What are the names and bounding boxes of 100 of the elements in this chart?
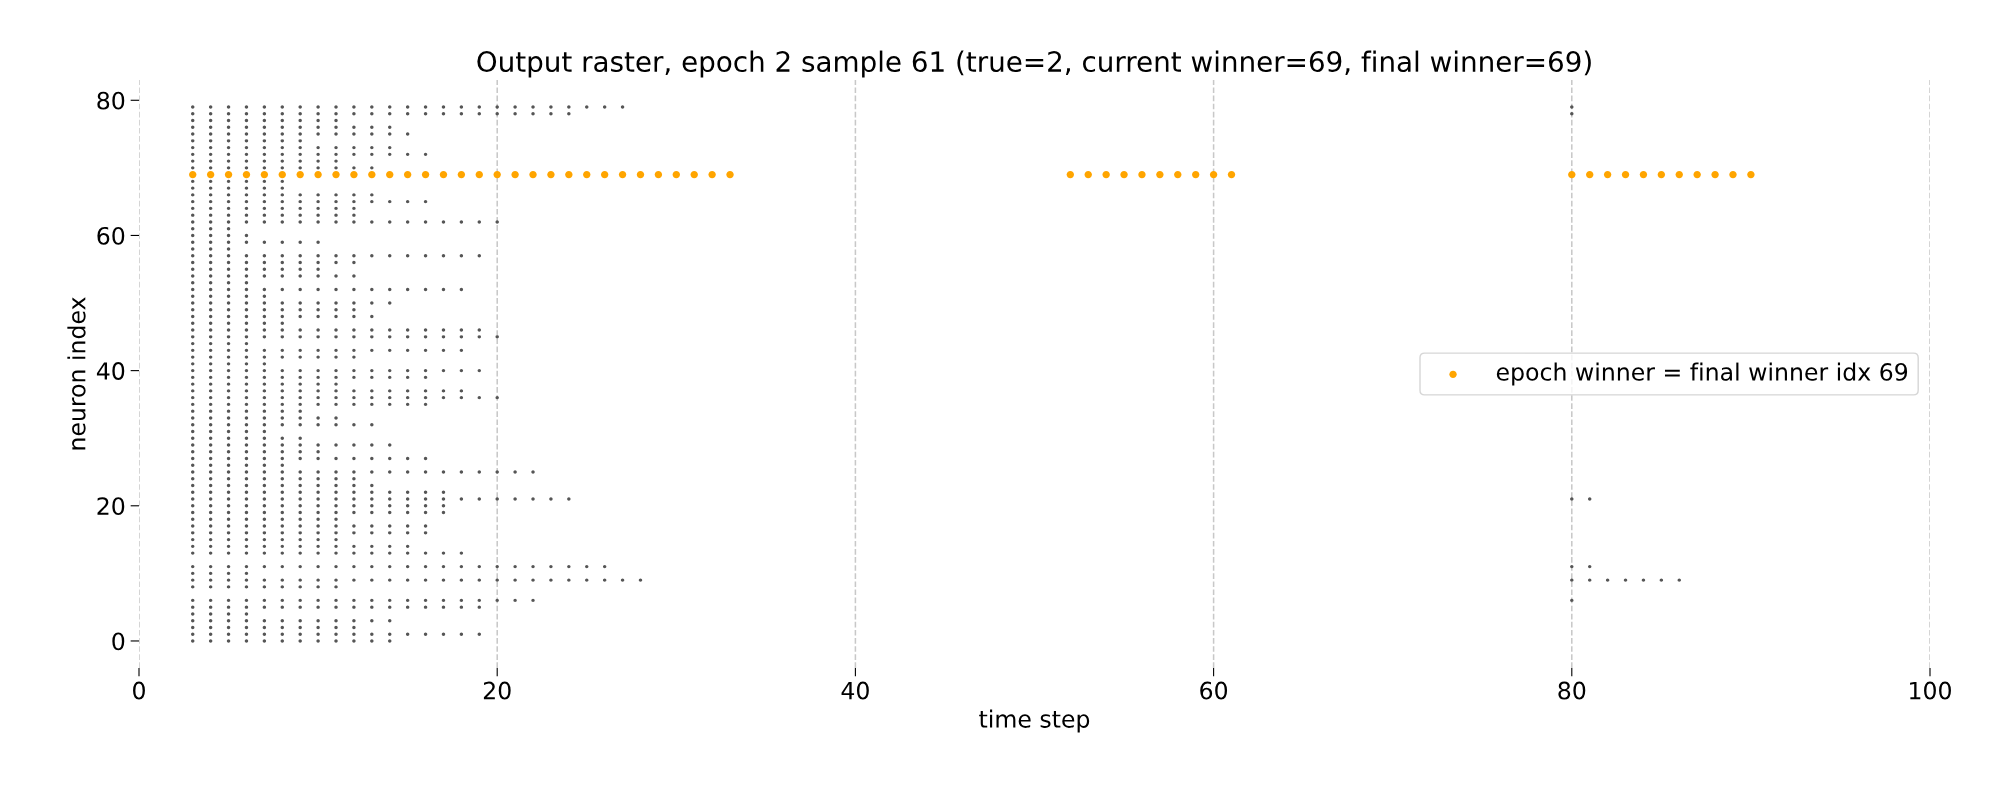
point xyxy=(262,598,267,603)
point xyxy=(388,402,392,407)
point xyxy=(423,598,428,603)
point xyxy=(388,152,392,157)
point xyxy=(316,254,320,258)
point xyxy=(423,402,428,407)
point xyxy=(208,612,213,616)
point xyxy=(244,233,249,238)
point xyxy=(316,497,320,501)
point xyxy=(350,170,358,179)
point xyxy=(352,152,356,157)
x-tick-label: 60 xyxy=(1200,681,1228,700)
point xyxy=(191,524,195,528)
point xyxy=(388,639,392,643)
point xyxy=(226,321,231,326)
point xyxy=(191,145,195,150)
point xyxy=(226,166,231,170)
point xyxy=(370,443,374,447)
point xyxy=(1677,578,1681,582)
point xyxy=(316,477,320,481)
point xyxy=(226,375,231,380)
point xyxy=(244,281,249,285)
point xyxy=(316,274,320,278)
point xyxy=(244,517,249,522)
point xyxy=(334,524,338,528)
point xyxy=(226,145,231,150)
point xyxy=(583,170,591,179)
point xyxy=(352,578,356,582)
point xyxy=(423,395,428,400)
point xyxy=(352,220,356,224)
point xyxy=(226,537,231,542)
point xyxy=(244,362,249,366)
point xyxy=(262,625,267,630)
point xyxy=(244,510,249,515)
point xyxy=(602,578,607,582)
point xyxy=(352,254,356,258)
point xyxy=(298,301,302,305)
point xyxy=(334,132,338,136)
point xyxy=(208,159,213,163)
point xyxy=(388,348,392,353)
point xyxy=(226,281,231,285)
point xyxy=(316,443,320,447)
point xyxy=(298,443,302,447)
point xyxy=(495,497,499,501)
point xyxy=(226,118,231,123)
point xyxy=(280,402,284,407)
point xyxy=(262,220,267,224)
point xyxy=(280,382,284,386)
point xyxy=(475,170,483,179)
point xyxy=(244,375,249,380)
point xyxy=(244,348,249,353)
point xyxy=(370,510,374,515)
point xyxy=(244,118,249,123)
point xyxy=(191,510,195,515)
point xyxy=(636,170,645,179)
point xyxy=(352,477,356,481)
point xyxy=(191,206,195,211)
point xyxy=(208,375,213,380)
point xyxy=(262,517,267,522)
point xyxy=(244,145,249,150)
point xyxy=(226,308,231,312)
point xyxy=(280,416,284,420)
point xyxy=(690,170,698,179)
point xyxy=(208,213,213,217)
point xyxy=(208,186,213,190)
point xyxy=(441,632,446,636)
point xyxy=(191,429,195,434)
point xyxy=(477,395,481,400)
point xyxy=(208,287,213,292)
point xyxy=(1621,170,1630,179)
point xyxy=(208,551,213,555)
point xyxy=(280,510,284,515)
point xyxy=(208,362,213,366)
point xyxy=(352,639,356,643)
point xyxy=(352,618,356,623)
point xyxy=(226,335,231,339)
x-tick-label: 20 xyxy=(483,681,511,700)
point xyxy=(244,152,249,157)
point xyxy=(244,463,249,467)
point xyxy=(403,170,412,179)
point xyxy=(334,470,338,474)
point xyxy=(513,105,517,109)
point xyxy=(316,220,320,224)
point xyxy=(244,240,249,244)
point xyxy=(208,517,213,522)
point xyxy=(334,220,338,224)
y-tick-label: 60 xyxy=(97,226,125,245)
point xyxy=(352,301,356,305)
point xyxy=(262,618,267,623)
point xyxy=(280,470,284,474)
point xyxy=(441,254,446,258)
point xyxy=(298,274,302,278)
point xyxy=(352,422,356,427)
point xyxy=(423,287,428,292)
point xyxy=(191,625,195,630)
point xyxy=(388,564,392,569)
point xyxy=(513,112,517,116)
point xyxy=(459,389,464,393)
point xyxy=(334,490,338,494)
point xyxy=(334,605,338,609)
